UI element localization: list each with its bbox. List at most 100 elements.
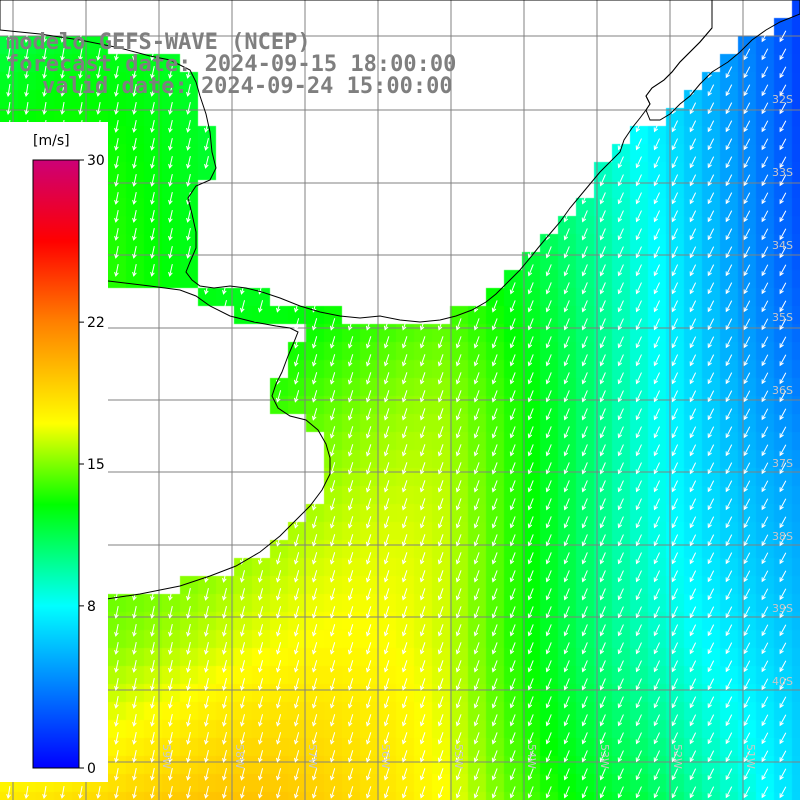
wind-arrow — [635, 336, 642, 349]
wind-arrow — [617, 480, 624, 493]
wind-arrow — [168, 606, 173, 619]
wind-arrow — [419, 534, 426, 547]
wind-arrow — [599, 606, 606, 619]
wind-arrow — [491, 318, 498, 331]
wind-arrow — [329, 768, 336, 781]
wind-arrow — [653, 606, 660, 619]
wind-arrow — [293, 354, 300, 367]
wind-arrow — [419, 462, 426, 475]
wind-arrow — [401, 588, 408, 601]
wind-arrow — [761, 588, 769, 601]
wind-arrow — [581, 570, 588, 583]
wind-arrow — [78, 102, 83, 115]
wind-arrow — [473, 678, 480, 691]
wind-arrow — [725, 408, 733, 421]
wind-arrow — [527, 570, 534, 583]
wind-arrow — [78, 786, 83, 799]
wind-arrow — [491, 390, 498, 403]
wind-arrow — [635, 354, 642, 367]
wind-arrow — [150, 606, 155, 619]
wind-arrow — [204, 606, 209, 619]
wind-arrow — [132, 120, 137, 133]
wind-arrow — [707, 210, 715, 223]
wind-arrow — [132, 138, 137, 151]
wind-arrow — [6, 785, 11, 799]
wind-arrow — [473, 354, 480, 367]
wind-arrow — [689, 570, 697, 583]
wind-arrow — [617, 246, 624, 259]
wind-arrow — [419, 516, 426, 529]
wind-arrow — [347, 498, 354, 511]
wind-arrow — [96, 786, 101, 799]
wind-arrow — [545, 624, 552, 637]
wind-arrow — [743, 588, 751, 601]
wind-arrow — [365, 354, 372, 367]
wind-arrow — [563, 210, 570, 223]
wind-arrow — [383, 732, 390, 745]
wind-arrow — [240, 678, 246, 691]
wind-arrow — [635, 714, 642, 727]
wind-arrow — [222, 786, 227, 799]
wind-arrow — [114, 660, 119, 673]
wind-arrow — [455, 318, 462, 331]
wind-arrow — [132, 714, 137, 727]
wind-arrow — [329, 786, 336, 799]
wind-arrow — [401, 390, 408, 403]
wind-arrow — [78, 84, 83, 97]
wind-arrow — [186, 642, 191, 655]
wind-arrow — [293, 714, 300, 727]
wind-arrow — [581, 462, 588, 475]
wind-arrow — [204, 282, 209, 295]
wind-arrow — [258, 588, 264, 601]
wind-arrow — [509, 462, 516, 475]
wind-arrow — [42, 102, 47, 115]
wind-arrow — [779, 354, 787, 367]
wind-arrow — [581, 786, 588, 799]
wind-arrow — [743, 390, 751, 403]
wind-arrow — [168, 696, 173, 709]
wind-arrow — [293, 552, 300, 565]
wind-arrow — [491, 444, 498, 457]
wind-arrow — [132, 174, 137, 187]
wind-arrow — [132, 624, 137, 637]
lat-tick-label: 37S — [772, 457, 793, 470]
wind-arrow — [743, 534, 751, 547]
wind-arrow — [168, 174, 173, 187]
wind-arrow — [293, 732, 300, 745]
wind-arrow — [365, 498, 372, 511]
wind-arrow — [114, 192, 119, 205]
wind-arrow — [599, 354, 606, 367]
wind-arrow — [365, 336, 372, 349]
wind-arrow — [509, 480, 516, 493]
wind-arrow — [545, 498, 552, 511]
wind-arrow — [509, 336, 516, 349]
wind-arrow — [96, 84, 101, 97]
wind-arrow — [779, 768, 787, 781]
wind-arrow — [329, 318, 336, 331]
wind-arrow — [563, 714, 570, 727]
wind-arrow — [599, 336, 606, 349]
wind-arrow — [455, 426, 462, 439]
wind-arrow — [311, 372, 318, 385]
wind-arrow — [599, 750, 606, 763]
wind-arrow — [671, 282, 679, 295]
wind-arrow — [24, 101, 29, 115]
wind-arrow — [365, 642, 372, 655]
wind-arrow — [779, 264, 787, 277]
wind-arrow — [779, 372, 787, 385]
wind-arrow — [779, 66, 787, 79]
wind-arrow — [168, 642, 173, 655]
wind-arrow — [761, 426, 769, 439]
wind-arrow — [96, 66, 101, 79]
wind-arrow — [258, 642, 264, 655]
wind-arrow — [725, 660, 733, 673]
wind-arrow — [707, 570, 715, 583]
wind-arrow — [527, 336, 534, 349]
wind-arrow — [743, 426, 751, 439]
wind-arrow — [671, 372, 679, 385]
wind-arrow — [707, 228, 715, 241]
wind-arrow — [132, 192, 137, 205]
wind-arrow — [527, 768, 534, 781]
wind-arrow — [563, 750, 570, 763]
wind-arrow — [347, 642, 354, 655]
